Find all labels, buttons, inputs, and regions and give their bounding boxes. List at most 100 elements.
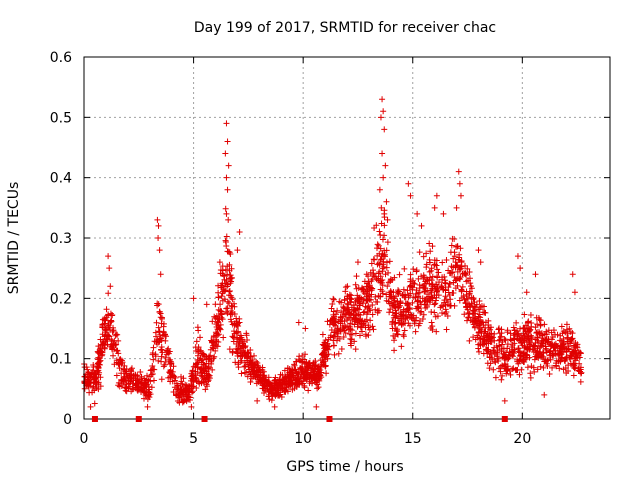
data-point xyxy=(382,271,389,278)
data-point xyxy=(383,259,390,266)
data-point xyxy=(510,331,517,338)
data-point xyxy=(482,309,489,316)
data-point xyxy=(354,259,361,266)
data-point xyxy=(351,338,358,345)
data-point xyxy=(350,301,357,308)
data-point xyxy=(119,359,126,366)
data-point xyxy=(113,357,120,364)
data-point xyxy=(477,314,484,321)
data-point xyxy=(418,222,425,229)
data-point xyxy=(83,364,90,371)
data-point xyxy=(364,309,371,316)
data-point xyxy=(334,307,341,314)
data-point xyxy=(394,331,401,338)
data-point xyxy=(157,271,164,278)
data-point xyxy=(517,265,524,272)
data-point xyxy=(502,337,509,344)
data-point xyxy=(327,332,334,339)
data-point xyxy=(223,305,230,312)
data-point xyxy=(288,370,295,377)
data-point xyxy=(395,303,402,310)
data-point xyxy=(224,186,231,193)
data-point xyxy=(240,347,247,354)
data-point xyxy=(462,300,469,307)
data-point xyxy=(431,283,438,290)
data-point xyxy=(435,269,442,276)
data-point xyxy=(121,362,128,369)
data-point xyxy=(114,331,121,338)
data-point xyxy=(315,384,322,391)
data-point xyxy=(369,302,376,309)
data-point xyxy=(215,294,222,301)
data-point xyxy=(155,235,162,241)
data-point xyxy=(102,327,109,334)
data-point xyxy=(566,340,573,347)
data-point xyxy=(148,384,155,391)
data-point xyxy=(490,366,497,373)
data-point xyxy=(432,286,439,293)
data-point xyxy=(459,283,466,290)
data-point xyxy=(568,335,575,342)
data-point xyxy=(229,333,236,340)
data-point xyxy=(331,351,338,358)
data-point xyxy=(160,363,167,370)
data-point xyxy=(344,305,351,312)
data-point xyxy=(357,315,364,322)
data-point xyxy=(441,277,448,284)
data-point xyxy=(150,344,157,351)
data-point xyxy=(326,321,333,328)
data-point xyxy=(403,313,410,320)
data-point xyxy=(271,385,278,392)
data-point xyxy=(546,371,553,378)
data-point xyxy=(385,298,392,305)
data-point xyxy=(211,313,218,320)
data-point xyxy=(543,328,550,335)
data-point xyxy=(344,293,351,300)
data-point xyxy=(244,349,251,356)
data-point xyxy=(420,253,427,260)
data-point xyxy=(105,290,112,297)
data-point xyxy=(372,306,379,313)
data-point xyxy=(479,335,486,342)
data-point xyxy=(110,352,117,359)
data-point xyxy=(468,283,475,290)
data-point xyxy=(250,373,257,380)
data-point xyxy=(113,372,120,379)
data-point xyxy=(414,210,421,217)
data-point xyxy=(224,281,231,288)
baseline-marker xyxy=(201,416,208,422)
data-point xyxy=(229,321,236,328)
data-point xyxy=(236,228,243,235)
data-point xyxy=(520,325,527,332)
data-point xyxy=(386,258,393,265)
data-point xyxy=(454,243,461,250)
data-point xyxy=(495,326,502,333)
data-point xyxy=(157,310,164,317)
data-point xyxy=(387,288,394,295)
data-point xyxy=(513,319,520,326)
data-point xyxy=(355,311,362,318)
data-point xyxy=(496,336,503,343)
data-point xyxy=(216,259,223,266)
data-point xyxy=(480,341,487,348)
data-point xyxy=(180,387,187,394)
data-point xyxy=(330,295,337,302)
data-point xyxy=(272,376,279,383)
y-tick-label: 0 xyxy=(63,412,72,428)
data-point xyxy=(318,369,325,376)
data-point xyxy=(344,323,351,330)
data-point xyxy=(454,268,461,275)
data-point xyxy=(158,346,165,353)
data-point xyxy=(565,334,572,341)
data-point xyxy=(363,271,370,278)
data-point xyxy=(569,330,576,337)
data-point xyxy=(155,301,162,308)
data-point xyxy=(478,303,485,310)
data-point xyxy=(443,257,450,264)
data-point xyxy=(403,306,410,313)
data-point xyxy=(212,315,219,322)
data-point xyxy=(383,264,390,271)
data-point xyxy=(563,321,570,328)
baseline-marker xyxy=(135,416,142,422)
data-point xyxy=(406,322,413,329)
